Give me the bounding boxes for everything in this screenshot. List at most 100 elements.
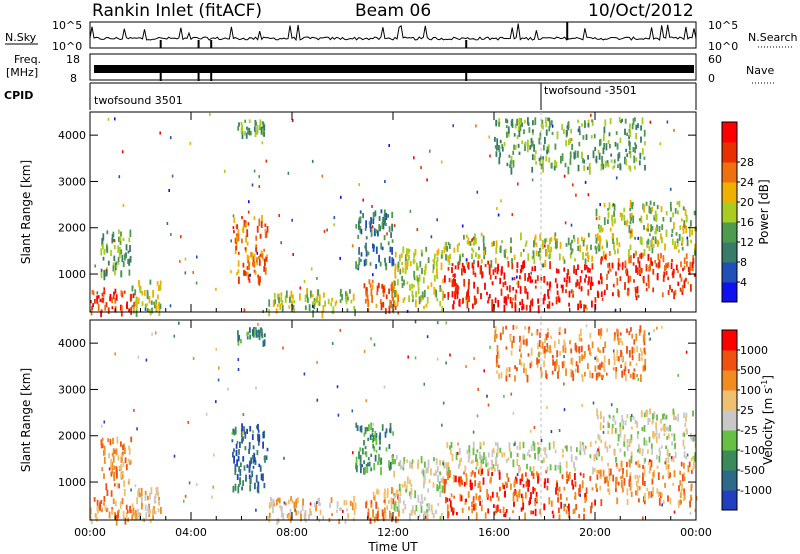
power-cell xyxy=(391,286,394,294)
velocity-cell xyxy=(611,427,614,435)
velocity-cell xyxy=(514,365,516,369)
velocity-speck xyxy=(205,412,208,416)
velocity-cell xyxy=(363,460,365,465)
velocity-cell xyxy=(580,337,583,342)
velocity-cell xyxy=(310,510,312,516)
velocity-cell xyxy=(276,518,279,525)
power-cell xyxy=(547,144,550,149)
velocity-cell xyxy=(385,447,388,452)
velocity-cell xyxy=(619,426,622,433)
velocity-speck xyxy=(252,430,254,434)
velocity-cell xyxy=(638,353,641,362)
velocity-cell xyxy=(572,484,575,490)
velocity-cell xyxy=(534,488,536,492)
velocity-cell xyxy=(644,365,646,371)
velocity-cell xyxy=(252,456,255,463)
velocity-cell xyxy=(642,464,644,469)
power-cell xyxy=(243,219,246,227)
velocity-cell xyxy=(639,347,642,352)
nsearch-bottom-tick: 10^0 xyxy=(708,40,738,53)
velocity-cell xyxy=(423,474,426,480)
velocity-cell xyxy=(667,456,670,463)
velocity-cell xyxy=(685,427,688,432)
velocity-cell xyxy=(655,428,658,436)
power-cell xyxy=(350,299,353,304)
power-cell xyxy=(409,284,411,291)
velocity-speck xyxy=(449,353,451,357)
power-cell xyxy=(461,253,464,258)
velocity-speck xyxy=(564,503,567,507)
velocity-cell xyxy=(478,482,481,487)
velocity-cell xyxy=(367,462,369,467)
power-cell xyxy=(534,265,536,272)
power-speck xyxy=(615,176,618,180)
velocity-cell xyxy=(289,508,292,516)
velocity-cell xyxy=(677,500,680,508)
power-cell xyxy=(608,251,611,256)
velocity-cell xyxy=(157,508,160,513)
velocity-cell xyxy=(607,430,610,434)
velocity-cell xyxy=(641,357,643,361)
power-cell xyxy=(371,295,373,303)
power-cell xyxy=(542,156,545,160)
power-cell xyxy=(565,281,568,287)
velocity-cell xyxy=(106,507,109,512)
velocity-cell xyxy=(313,502,316,508)
velocity-cell xyxy=(303,512,306,519)
power-cell xyxy=(518,151,521,155)
power-cell xyxy=(561,284,564,291)
power-cell xyxy=(603,289,606,296)
velocity-cell xyxy=(470,460,473,464)
power-cell xyxy=(366,251,369,255)
power-cell xyxy=(545,250,548,257)
power-speck xyxy=(392,300,395,304)
velocity-cell xyxy=(600,373,603,377)
power-cell xyxy=(621,266,624,271)
velocity-cell xyxy=(370,503,373,508)
velocity-cell xyxy=(622,483,625,487)
power-region-10 xyxy=(443,232,597,268)
velocity-cell xyxy=(557,497,559,503)
power-speck xyxy=(517,182,519,186)
power-speck xyxy=(465,258,468,262)
velocity-cell xyxy=(417,459,420,467)
power-cell xyxy=(403,297,406,301)
power-cell xyxy=(330,302,333,307)
velocity-cell xyxy=(556,482,558,488)
power-cell xyxy=(683,265,686,270)
velocity-cell xyxy=(369,517,372,524)
power-cell xyxy=(512,150,515,155)
velocity-cell xyxy=(644,358,647,365)
power-cell xyxy=(491,303,494,312)
velocity-cell xyxy=(266,447,269,452)
velocity-cell xyxy=(496,442,499,450)
power-cell xyxy=(339,290,342,297)
power-cell xyxy=(543,144,545,151)
velocity-cell xyxy=(101,437,104,441)
power-cell xyxy=(480,293,482,300)
velocity-cell xyxy=(595,372,598,381)
power-cell xyxy=(473,295,476,300)
power-speck xyxy=(122,204,125,207)
velocity-cell xyxy=(445,478,447,485)
power-cell xyxy=(616,277,619,286)
power-cell xyxy=(513,276,516,281)
power-cell xyxy=(589,282,592,290)
power-cell xyxy=(299,293,301,301)
velocity-cell xyxy=(534,500,537,507)
velocity-speck xyxy=(689,511,692,515)
velocity-cell xyxy=(443,465,446,469)
power-speck xyxy=(530,271,532,275)
power-cell xyxy=(461,268,463,276)
power-cell xyxy=(555,296,558,305)
velocity-colorbar-label-4: -25 xyxy=(740,424,758,437)
velocity-cell xyxy=(149,518,152,523)
velocity-cell xyxy=(673,470,676,478)
power-cell xyxy=(159,285,162,291)
power-cell xyxy=(347,296,349,301)
velocity-cell xyxy=(546,485,549,491)
power-cell xyxy=(494,136,496,142)
power-speck xyxy=(192,271,194,274)
velocity-cell xyxy=(576,447,578,453)
